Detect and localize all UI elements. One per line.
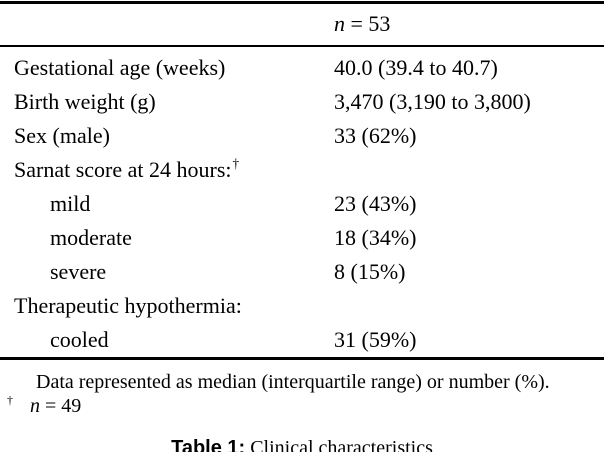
caption-text: Clinical characteristics (250, 437, 433, 452)
row-label-text: Sarnat score at 24 hours: (14, 157, 232, 182)
table-row-sarnat-score: Sarnat score at 24 hours:† (0, 153, 604, 187)
row-label: Gestational age (weeks) (0, 51, 334, 85)
row-label-text: severe (50, 259, 107, 284)
table-caption: Table 1: Clinical characteristics (0, 437, 604, 452)
header-variable: n (334, 11, 345, 36)
row-label: severe (0, 255, 334, 289)
dagger-superscript: † (232, 155, 240, 171)
row-value: 33 (62%) (334, 123, 417, 148)
table-header-n53: n = 53 (334, 11, 390, 37)
table-row-sarnat-severe: severe 8 (15%) (0, 255, 604, 289)
row-value: 3,470 (3,190 to 3,800) (334, 89, 531, 114)
table-row-therapeutic-hypothermia: Therapeutic hypothermia: (0, 289, 604, 323)
table-footnotes: Data represented as median (interquartil… (0, 370, 604, 418)
table-row-cooled: cooled 31 (59%) (0, 323, 604, 357)
table-bottom-rule (0, 357, 604, 360)
row-value: 31 (59%) (334, 327, 417, 352)
row-label-text: cooled (50, 327, 109, 352)
row-label: mild (0, 187, 334, 221)
table-mid-rule (0, 45, 604, 47)
row-label-text: Gestational age (weeks) (14, 55, 226, 80)
row-label: cooled (0, 323, 334, 357)
footnote-variable: n (30, 395, 40, 417)
row-value: 18 (34%) (334, 225, 417, 250)
table-row-sex-male: Sex (male) 33 (62%) (0, 119, 604, 153)
row-label-text: mild (50, 191, 91, 216)
table-top-rule (0, 1, 604, 4)
row-label: Therapeutic hypothermia: (0, 289, 334, 323)
footnote-dagger: † n = 49 (0, 394, 604, 418)
table-body: Gestational age (weeks) 40.0 (39.4 to 40… (0, 51, 604, 357)
row-label-text: moderate (50, 225, 132, 250)
table-row-sarnat-mild: mild 23 (43%) (0, 187, 604, 221)
table-row-gestational-age: Gestational age (weeks) 40.0 (39.4 to 40… (0, 51, 604, 85)
row-label-text: Birth weight (g) (14, 89, 156, 114)
row-value: 8 (15%) (334, 259, 406, 284)
header-value: = 53 (350, 11, 391, 36)
row-label-text: Sex (male) (14, 123, 110, 148)
table-row-sarnat-moderate: moderate 18 (34%) (0, 221, 604, 255)
caption-label: Table 1: (171, 437, 246, 452)
row-label: Sarnat score at 24 hours:† (0, 153, 334, 187)
footnote-value: = 49 (45, 395, 82, 417)
table-row-birth-weight: Birth weight (g) 3,470 (3,190 to 3,800) (0, 85, 604, 119)
row-label: moderate (0, 221, 334, 255)
row-value: 23 (43%) (334, 191, 417, 216)
row-label: Birth weight (g) (0, 85, 334, 119)
row-value: 40.0 (39.4 to 40.7) (334, 55, 498, 80)
footnote-general: Data represented as median (interquartil… (36, 371, 550, 393)
row-label-text: Therapeutic hypothermia: (14, 293, 242, 318)
row-label: Sex (male) (0, 119, 334, 153)
dagger-marker: † (7, 393, 13, 408)
